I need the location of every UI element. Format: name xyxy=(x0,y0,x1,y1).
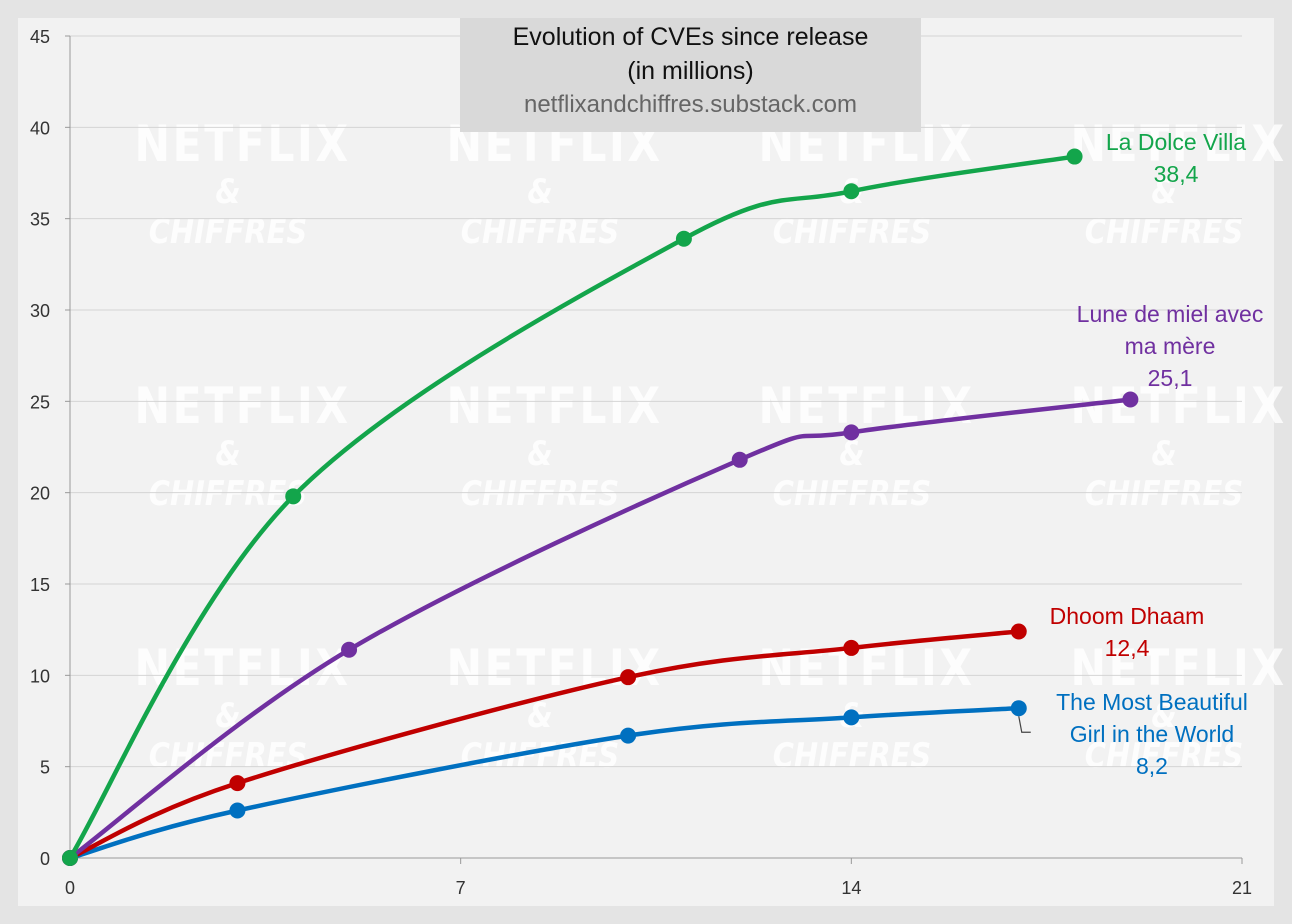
series-line xyxy=(67,154,1077,861)
chart-title: Evolution of CVEs since release xyxy=(512,23,869,51)
data-point xyxy=(1010,700,1027,717)
series-line xyxy=(67,629,1022,861)
series-line xyxy=(67,705,1022,861)
data-point xyxy=(843,424,860,441)
data-point xyxy=(1010,623,1027,640)
series-label: The Most Beautiful Girl in the World 8,2 xyxy=(1022,686,1282,782)
series-name: ma mère xyxy=(1124,333,1216,359)
series-name: La Dolce Villa xyxy=(1105,129,1247,155)
chart-source: netflixandchiffres.substack.com xyxy=(523,91,858,118)
y-tick-label: 35 xyxy=(30,210,50,230)
series-value-label: 8,2 xyxy=(1136,753,1168,779)
chart-subtitle: (in millions) xyxy=(627,57,754,85)
series-name: Lune de miel avec xyxy=(1076,301,1264,327)
data-point xyxy=(229,775,246,792)
y-tick-label: 15 xyxy=(30,575,50,595)
data-point xyxy=(843,709,860,726)
series-value-label: 12,4 xyxy=(1104,635,1150,661)
x-tick-label: 7 xyxy=(456,878,466,898)
label-leader-line xyxy=(1018,716,1031,733)
data-point xyxy=(675,230,692,247)
data-point xyxy=(843,183,860,200)
data-point xyxy=(1066,148,1083,165)
x-tick-label: 0 xyxy=(65,878,75,898)
data-point xyxy=(620,669,637,686)
y-tick-label: 10 xyxy=(30,666,50,686)
data-point xyxy=(731,451,748,468)
y-tick-label: 25 xyxy=(30,392,50,412)
y-tick-label: 40 xyxy=(30,118,50,138)
series-name: The Most Beautiful xyxy=(1056,689,1248,715)
series-name: Girl in the World xyxy=(1069,721,1235,747)
data-point xyxy=(341,641,358,658)
data-point xyxy=(62,850,78,866)
data-point xyxy=(285,488,302,505)
series-value-label: 25,1 xyxy=(1147,365,1193,391)
data-point xyxy=(229,802,246,819)
data-point xyxy=(1122,391,1139,408)
series-label: La Dolce Villa 38,4 xyxy=(1076,126,1276,190)
y-tick-label: 0 xyxy=(40,849,50,869)
y-tick-label: 30 xyxy=(30,301,50,321)
chart: NETFLIX & CHIFFRES NETFLIX & CHIFFRES NETFLI… xyxy=(18,18,1284,906)
series-line xyxy=(67,397,1133,861)
x-tick-label: 14 xyxy=(841,878,861,898)
y-tick-label: 20 xyxy=(30,484,50,504)
x-tick-label: 21 xyxy=(1232,878,1252,898)
y-tick-label: 5 xyxy=(40,758,50,778)
y-tick-label: 45 xyxy=(30,27,50,47)
data-point xyxy=(843,639,860,656)
series-label: Dhoom Dhaam 12,4 xyxy=(1022,600,1232,664)
data-point xyxy=(620,727,637,744)
title-box: Evolution of CVEs since release (in mill… xyxy=(460,18,921,132)
series-value-label: 38,4 xyxy=(1153,161,1199,187)
series-name: Dhoom Dhaam xyxy=(1049,603,1205,629)
series-label: Lune de miel avec ma mère 25,1 xyxy=(1040,298,1292,394)
